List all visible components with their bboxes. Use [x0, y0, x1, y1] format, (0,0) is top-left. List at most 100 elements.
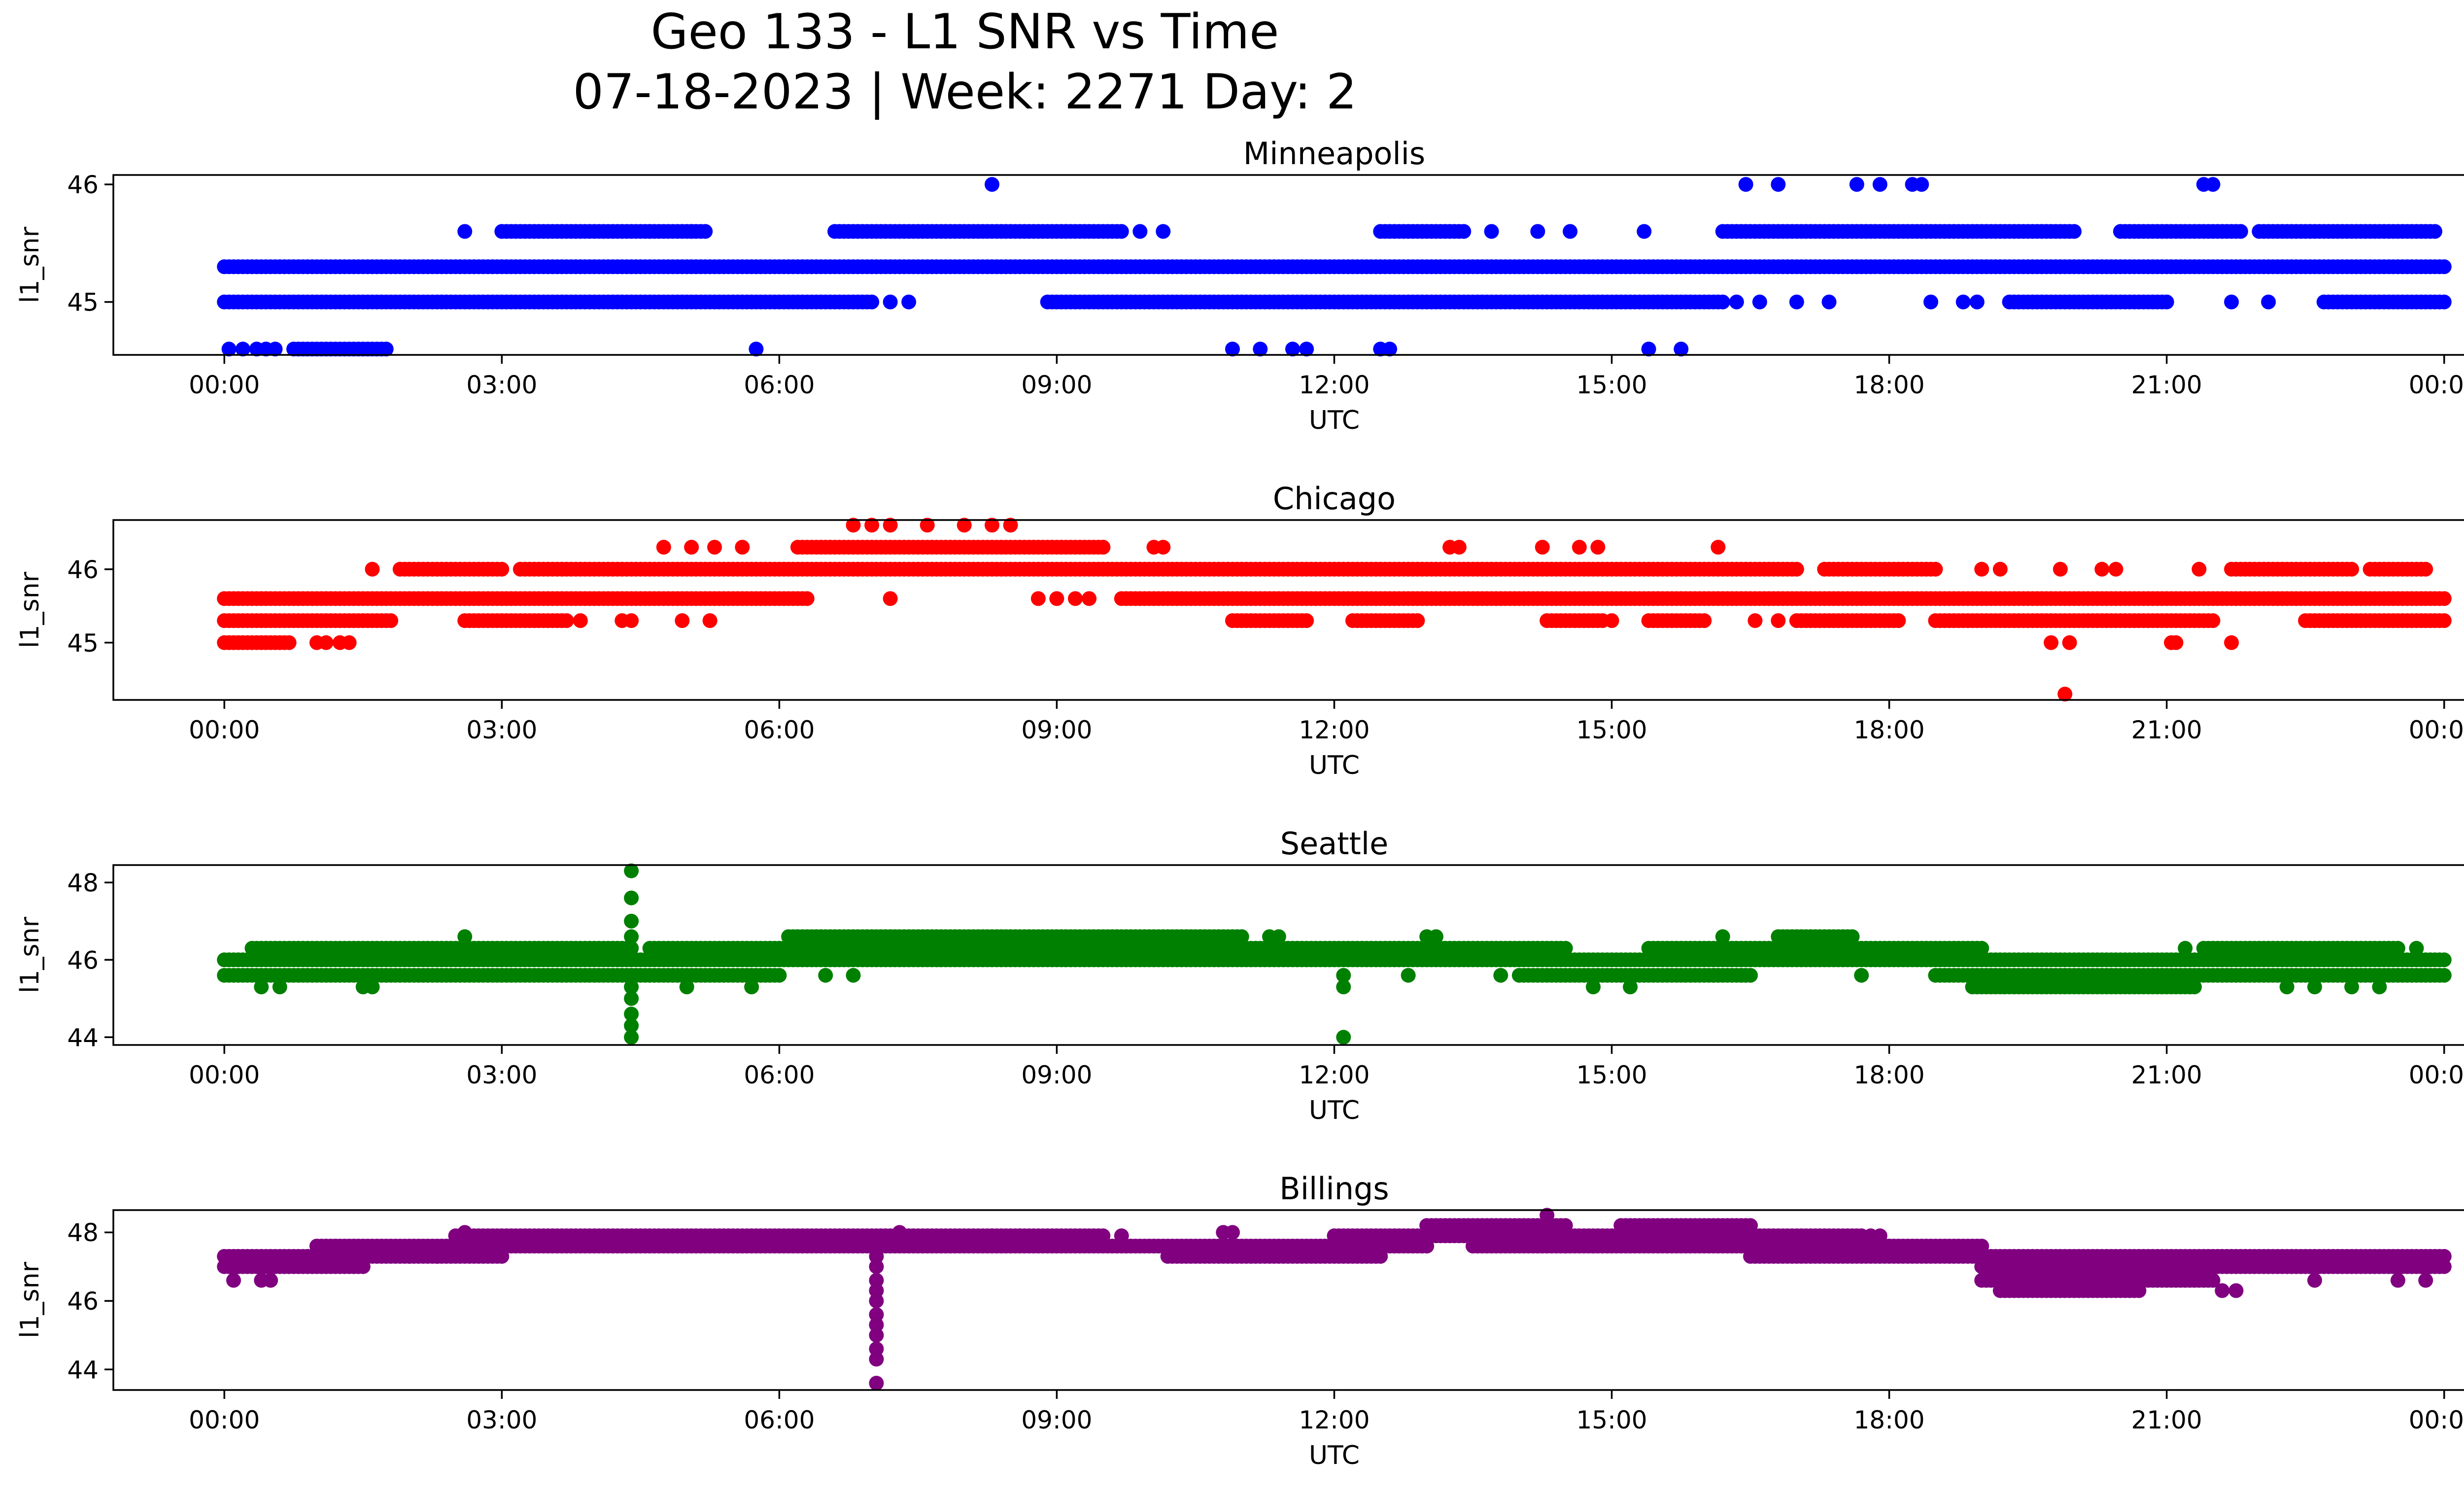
data-point — [378, 342, 394, 357]
data-point — [679, 979, 694, 995]
x-tick-label: 21:00 — [2131, 371, 2202, 399]
data-point — [1974, 561, 1989, 577]
data-point — [1747, 613, 1763, 628]
data-point — [707, 540, 722, 555]
x-tick-label: 21:00 — [2131, 716, 2202, 744]
data-point — [624, 863, 639, 878]
data-point — [2215, 1283, 2230, 1298]
data-point — [346, 1239, 361, 1253]
x-tick-label: 00:00 — [189, 371, 260, 399]
data-point — [624, 1030, 639, 1045]
data-point — [1114, 224, 1129, 239]
x-tick-label: 21:00 — [2131, 1061, 2202, 1089]
y-tick-label: 46 — [67, 171, 99, 199]
data-point — [1872, 177, 1887, 192]
data-point — [985, 177, 999, 192]
data-points — [217, 177, 2452, 357]
data-point — [1641, 342, 1656, 357]
x-tick-label: 15:00 — [1576, 1406, 1647, 1434]
data-point — [2409, 940, 2424, 956]
subplot-title: Billings — [1279, 1171, 1389, 1207]
data-point — [2159, 294, 2174, 310]
y-tick-label: 45 — [67, 629, 99, 658]
data-point — [869, 1341, 884, 1356]
data-point — [1401, 968, 1416, 983]
data-point — [624, 968, 639, 983]
x-tick-label: 09:00 — [1021, 716, 1092, 744]
data-point — [624, 940, 639, 956]
data-point — [1156, 224, 1171, 239]
data-point — [2436, 1259, 2452, 1274]
x-tick-label: 06:00 — [744, 371, 815, 399]
data-point — [2428, 224, 2442, 239]
x-tick-label: 12:00 — [1299, 371, 1369, 399]
data-point — [254, 979, 269, 995]
data-point — [1923, 294, 1939, 310]
y-tick-label: 46 — [67, 1287, 99, 1316]
data-point — [328, 1239, 343, 1253]
data-point — [920, 518, 935, 533]
x-tick-label: 12:00 — [1299, 716, 1369, 744]
data-point — [1697, 613, 1712, 628]
data-point — [869, 1259, 884, 1274]
data-point — [869, 1376, 884, 1391]
y-axis-label: l1_snr — [15, 226, 45, 303]
x-tick-label: 09:00 — [1021, 1061, 1092, 1089]
x-axis-label: UTC — [1309, 751, 1360, 780]
data-point — [2261, 294, 2276, 310]
data-point — [1225, 342, 1240, 357]
data-point — [624, 913, 639, 929]
data-point — [1738, 177, 1753, 192]
x-tick-label: 09:00 — [1021, 371, 1092, 399]
data-point — [402, 1249, 417, 1264]
data-point — [1928, 561, 1943, 577]
data-point — [235, 342, 250, 357]
x-tick-label: 18:00 — [1854, 1061, 1925, 1089]
y-tick-label: 46 — [67, 556, 99, 584]
x-axis-label: UTC — [1309, 1096, 1360, 1125]
x-tick-label: 03:00 — [466, 1061, 537, 1089]
data-point — [1789, 294, 1804, 310]
data-point — [869, 1283, 884, 1298]
data-point — [1535, 540, 1550, 555]
data-point — [799, 591, 815, 606]
data-point — [457, 224, 473, 239]
data-point — [1299, 342, 1314, 357]
y-tick-label: 44 — [67, 1356, 99, 1384]
data-point — [272, 979, 287, 995]
x-tick-label: 12:00 — [1299, 1406, 1369, 1434]
data-point — [1729, 294, 1744, 310]
data-point — [1530, 224, 1545, 239]
data-point — [1336, 968, 1351, 983]
data-point — [494, 561, 510, 577]
data-point — [642, 224, 657, 239]
x-tick-label: 00:00 — [189, 1061, 260, 1089]
x-tick-label: 03:00 — [466, 716, 537, 744]
data-point — [1012, 1228, 1027, 1244]
data-point — [2187, 979, 2202, 995]
data-point — [772, 968, 787, 983]
data-point — [702, 613, 718, 628]
data-points — [217, 1208, 2452, 1391]
data-point — [1271, 929, 1286, 944]
data-point — [2279, 979, 2294, 995]
data-point — [1114, 1228, 1129, 1244]
x-tick-label: 00:00 — [2409, 716, 2464, 744]
data-point — [2205, 177, 2221, 192]
data-point — [1914, 177, 1929, 192]
data-point — [1715, 294, 1730, 310]
data-point — [2436, 613, 2452, 628]
x-axis-label: UTC — [1309, 406, 1360, 435]
data-point — [624, 929, 639, 944]
data-point — [869, 1327, 884, 1343]
data-point — [2307, 979, 2322, 995]
figure-title: Geo 133 - L1 SNR vs Time — [651, 4, 1279, 60]
data-point — [2436, 591, 2452, 606]
data-point — [985, 1228, 999, 1244]
data-point — [1974, 1239, 1989, 1253]
data-point — [749, 342, 764, 357]
data-point — [2205, 613, 2221, 628]
